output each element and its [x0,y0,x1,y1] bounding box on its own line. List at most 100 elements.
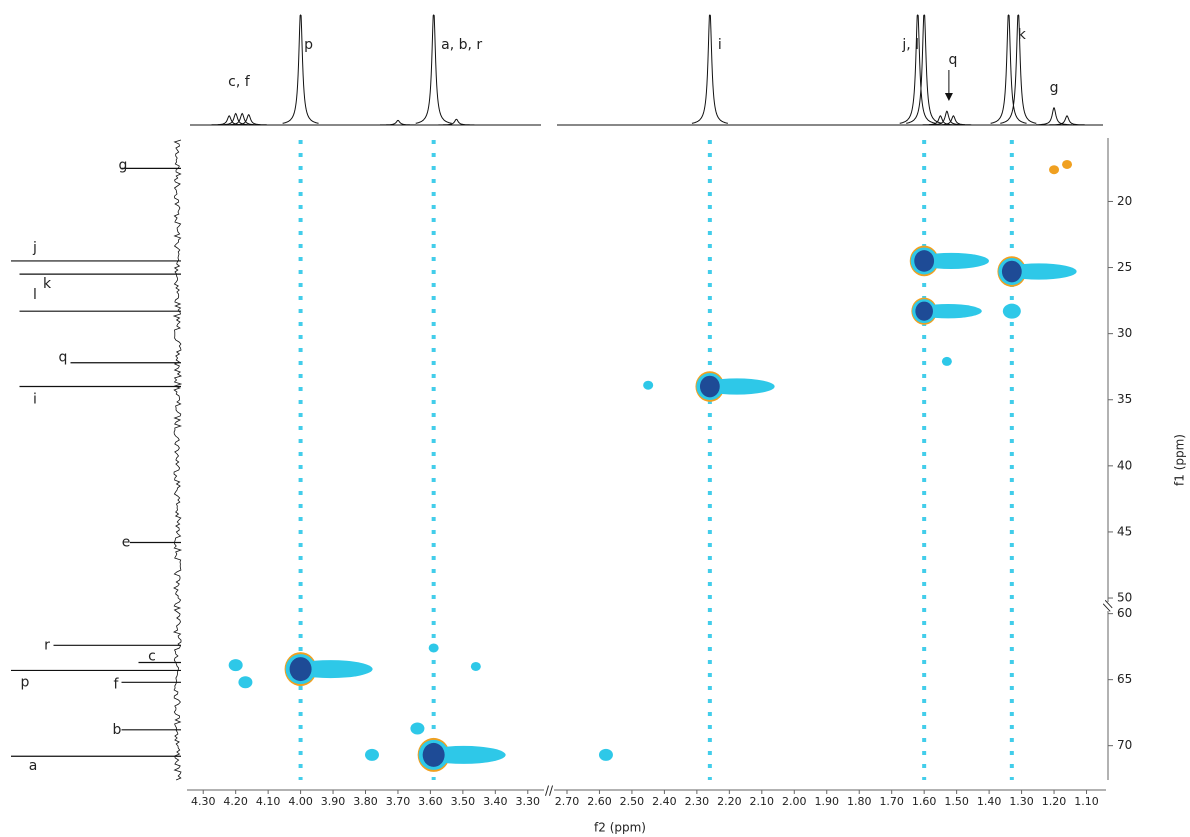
x-tick-label: 1.90 [815,795,840,808]
x-tick-label: 1.70 [879,795,904,808]
y-tick-label: 30 [1117,326,1132,340]
proton-peak [282,14,319,124]
proton-peak [906,14,943,124]
proton-peak [691,14,728,124]
x-tick-label: 2.40 [652,795,677,808]
cross-peak [1002,303,1021,319]
proton-peak [415,14,452,124]
x-tick-label: 1.40 [977,795,1002,808]
proton-peak [380,119,416,126]
y-axis-label: f1 (ppm) [1173,434,1187,486]
proton-peak [990,14,1027,124]
x-tick-label: 1.30 [1009,795,1034,808]
carbon-label: e [122,535,131,551]
cross-peak-core [289,657,312,682]
x-tick-label: 4.20 [223,795,248,808]
proton-peak [1049,115,1085,126]
proton-peak [1000,14,1037,124]
cross-peak [1049,165,1060,175]
x-tick-label: 4.10 [256,795,281,808]
x-tick-label: 1.80 [847,795,872,808]
x-tick-label: 2.10 [750,795,775,808]
y-tick-label: 35 [1117,392,1132,406]
proton-label: g [1050,80,1059,96]
x-tick-label: 2.30 [685,795,710,808]
y-tick-label: 70 [1117,738,1132,752]
x-tick-label: 2.50 [620,795,645,808]
carbon-label: c [148,648,156,664]
carbon-label: a [29,758,38,774]
carbon-label: l [33,287,37,303]
label-arrowhead [944,93,953,101]
cross-peak [643,380,654,390]
x-tick-label: 2.70 [555,795,580,808]
x-tick-label: 1.10 [1074,795,1099,808]
cross-peak [364,748,379,761]
cross-peak-core [422,742,445,767]
y-tick-label: 65 [1117,672,1132,686]
carbon-label: j [32,240,37,256]
x-axis-label: f2 (ppm) [594,821,646,835]
cross-peak [1062,159,1073,169]
proton-label: j, l [901,37,919,53]
x-tick-label: 1.50 [944,795,969,808]
x-tick-label: 2.00 [782,795,807,808]
axis-break: // [545,784,554,798]
x-tick-label: 4.00 [288,795,313,808]
carbon-label: r [44,637,50,653]
x-tick-label: 2.20 [717,795,742,808]
carbon-label: f [114,676,120,692]
x-tick-label: 3.30 [516,795,541,808]
proton-label: p [304,37,313,53]
proton-peak [438,118,475,126]
cross-peak-core [914,250,935,272]
y-tick-label: 50 [1117,591,1132,605]
x-tick-label: 3.80 [353,795,378,808]
x-tick-label: 1.20 [1042,795,1067,808]
cross-peak-core [915,301,933,321]
proton-peak [217,112,254,126]
carbon-label: i [33,392,37,408]
proton-peak [899,14,936,124]
cross-peak [598,748,613,761]
cross-peak [428,643,439,653]
carbon-label: g [119,157,128,173]
x-tick-label: 2.60 [587,795,612,808]
proton-label: a, b, r [441,37,482,53]
x-tick-label: 1.60 [912,795,937,808]
x-tick-label: 3.60 [418,795,443,808]
cross-peak [470,661,481,671]
proton-label: c, f [228,74,251,90]
y-tick-label: 40 [1117,458,1132,472]
proton-peak [935,115,972,126]
y-tick-label: 60 [1117,606,1132,620]
x-tick-label: 3.50 [451,795,476,808]
proton-peak [928,110,965,126]
y-tick-label: 25 [1117,260,1132,274]
carbon-noise [172,139,183,781]
proton-peak [1036,106,1072,126]
proton-peak [224,112,261,126]
cross-peak [410,722,425,735]
proton-label: q [948,52,957,68]
y-tick-label: 20 [1117,194,1132,208]
proton-peak [922,115,959,126]
x-tick-label: 3.70 [386,795,411,808]
x-tick-label: 3.90 [321,795,346,808]
carbon-label: p [21,674,30,690]
x-tick-label: 4.30 [191,795,216,808]
cross-peak-core [1001,260,1022,283]
x-tick-label: 3.40 [483,795,508,808]
carbon-label: k [43,276,52,292]
cross-peak [238,676,253,689]
carbon-label: q [59,350,68,366]
proton-label: i [718,37,722,53]
y-tick-label: 45 [1117,524,1132,538]
proton-label: k [1018,27,1027,43]
cross-peak-core [699,375,720,398]
carbon-label: b [113,722,122,738]
cross-peak [228,659,243,672]
cross-peak [941,356,952,366]
proton-peak [230,113,267,126]
